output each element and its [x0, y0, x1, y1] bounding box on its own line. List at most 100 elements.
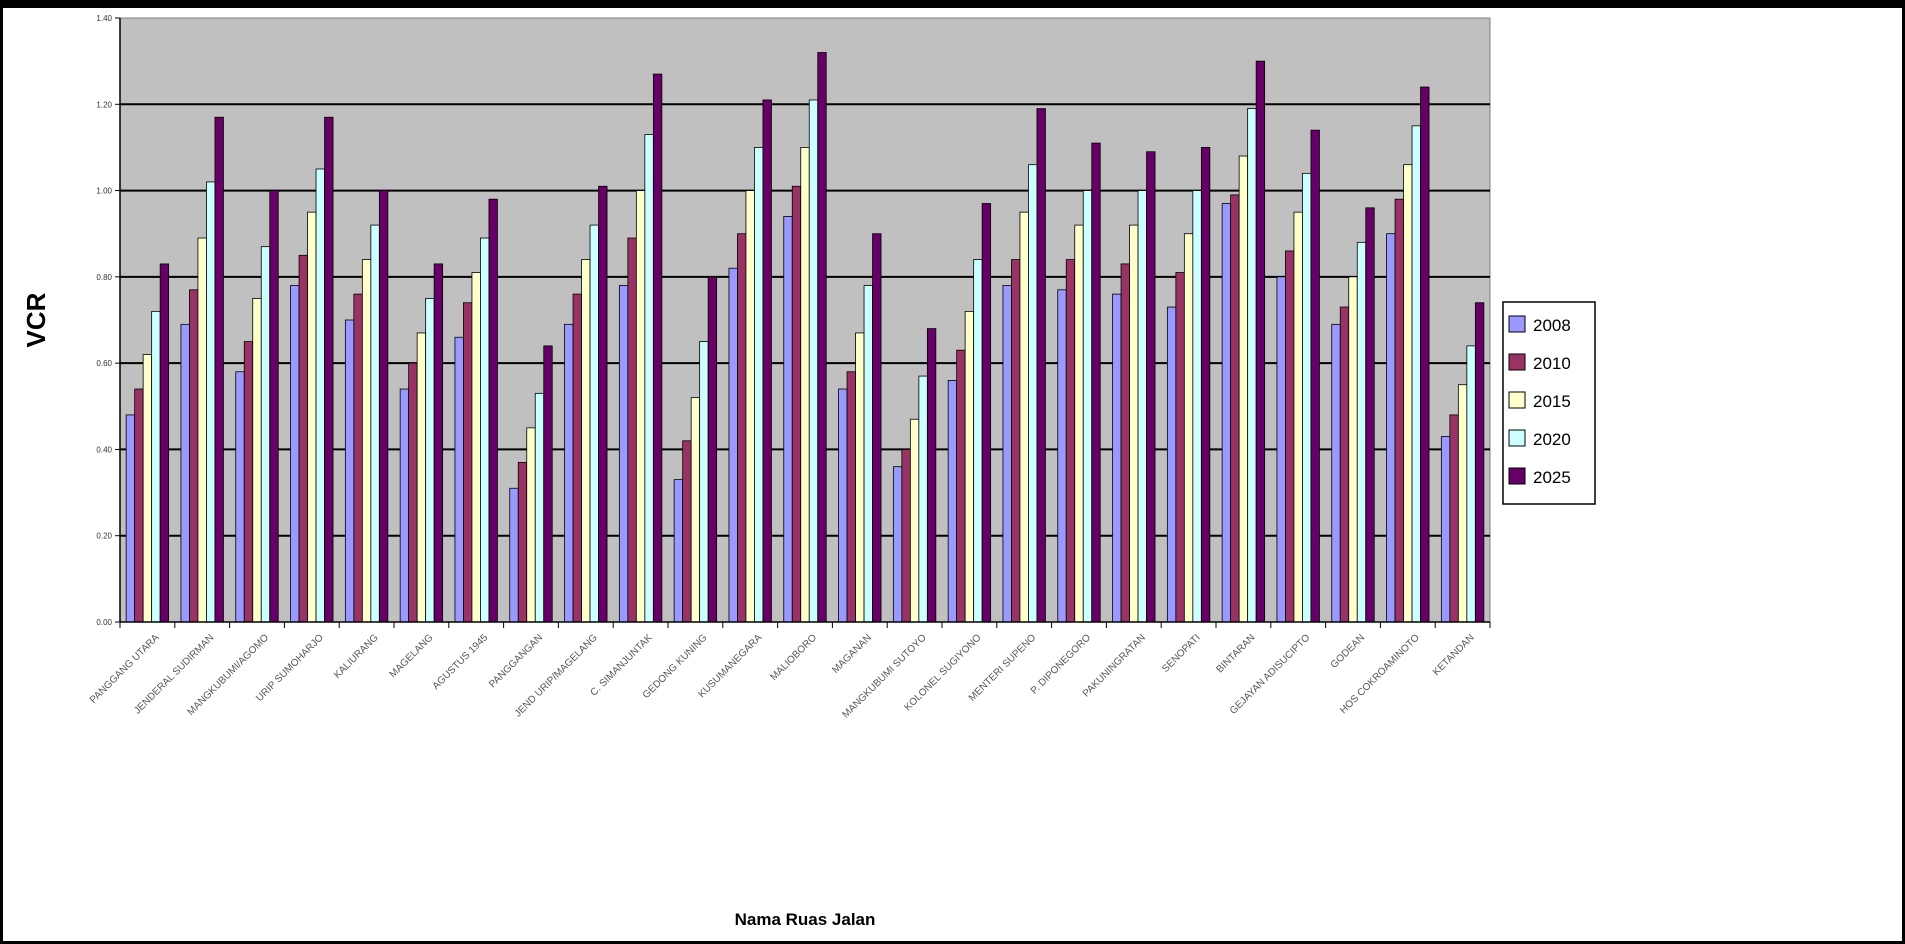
y-tick-label: 1.20	[96, 100, 112, 109]
legend-swatch-2025	[1508, 467, 1526, 485]
bar-2010-16	[956, 349, 966, 623]
bar-2008-13	[783, 216, 793, 623]
bar-2025-19	[1146, 151, 1156, 623]
bar-2010-5	[353, 293, 363, 623]
x-category-label: SENOPATI	[1160, 632, 1202, 674]
bar-2015-5	[361, 259, 372, 623]
bar-2020-2	[206, 181, 216, 623]
bar-2008-24	[1386, 233, 1396, 623]
bar-2008-15	[892, 466, 903, 623]
bar-2008-21	[1221, 203, 1232, 623]
bar-2010-3	[243, 341, 254, 623]
bar-2015-22	[1293, 211, 1303, 623]
y-tick-label: 0.40	[96, 445, 112, 454]
bar-2020-25	[1466, 345, 1476, 623]
bar-2020-4	[315, 168, 325, 623]
x-axis-title: Nama Ruas Jalan	[735, 910, 876, 929]
x-category-label: MALIOBORO	[769, 632, 820, 683]
bar-2010-2	[189, 289, 199, 623]
bar-2008-2	[180, 323, 190, 623]
y-tick-label: 0.80	[96, 273, 112, 282]
bar-2025-7	[488, 198, 498, 623]
bar-2015-18	[1074, 224, 1084, 623]
bar-2008-18	[1057, 289, 1067, 623]
y-tick-label: 1.00	[96, 187, 112, 196]
bar-2020-17	[1028, 164, 1038, 623]
bar-2025-17	[1036, 108, 1046, 623]
bar-2008-23	[1331, 323, 1341, 623]
bar-2008-17	[1002, 285, 1012, 623]
bar-2008-11	[673, 479, 684, 623]
bar-2025-15	[926, 328, 937, 623]
bar-2025-3	[269, 190, 279, 623]
bar-2025-24	[1420, 86, 1430, 623]
bar-2025-4	[324, 116, 334, 623]
bar-2020-3	[260, 246, 271, 623]
bar-2015-10	[635, 190, 646, 623]
bar-2020-16	[973, 259, 983, 623]
bar-2010-11	[682, 440, 692, 623]
x-category-label: BINTARAN	[1215, 632, 1258, 675]
bar-2025-1	[159, 263, 170, 623]
bar-2025-16	[981, 203, 992, 623]
bar-2025-2	[214, 116, 224, 623]
x-category-label: P. DIPONEGORO	[1029, 632, 1093, 696]
bar-2020-12	[754, 147, 764, 623]
bar-2008-1	[125, 414, 136, 623]
y-axis-title: VCR	[21, 292, 51, 347]
bar-2010-1	[134, 388, 144, 623]
bar-2010-4	[298, 254, 308, 623]
x-category-label: AGUSTUS 1945	[431, 632, 491, 692]
bar-2015-6	[416, 332, 427, 623]
bar-2015-13	[800, 147, 810, 623]
axes	[119, 18, 1490, 623]
bar-2015-12	[745, 190, 755, 623]
x-category-label: MAGELANG	[388, 632, 436, 680]
legend: 2008 2010 2015 2020 2025	[1502, 301, 1596, 505]
bar-2010-22	[1285, 250, 1295, 623]
bar-2015-16	[964, 310, 975, 623]
bar-2008-3	[235, 371, 245, 623]
x-category-label: MAGANAN	[830, 632, 874, 676]
bar-2008-25	[1440, 436, 1451, 623]
bar-2015-1	[142, 354, 153, 623]
bar-2015-2	[197, 237, 207, 623]
bar-2025-20	[1200, 147, 1211, 623]
y-tick-label: 0.00	[96, 618, 112, 627]
bar-2010-13	[791, 185, 802, 623]
bar-2025-14	[872, 233, 882, 623]
bar-2008-6	[399, 388, 410, 623]
bar-2010-15	[901, 449, 911, 623]
bar-2020-6	[425, 298, 435, 623]
legend-label-2020: 2020	[1533, 430, 1571, 449]
x-category-label: KETANDAN	[1431, 632, 1477, 678]
bar-2020-10	[644, 134, 654, 623]
bar-2010-8	[517, 461, 528, 623]
bar-2015-15	[909, 418, 920, 623]
bar-2025-9	[598, 185, 608, 623]
bar-2015-9	[581, 259, 591, 623]
bar-2025-10	[652, 73, 663, 623]
bar-2020-18	[1082, 190, 1093, 623]
legend-label-2025: 2025	[1533, 468, 1571, 487]
bar-2015-8	[526, 427, 536, 623]
bar-2025-5	[378, 190, 389, 623]
legend-swatch-2015	[1508, 391, 1526, 409]
bar-2025-25	[1474, 302, 1485, 623]
bar-2015-20	[1183, 233, 1194, 623]
bar-2010-12	[737, 233, 747, 623]
bar-2015-4	[307, 211, 317, 623]
bar-2025-6	[433, 263, 444, 623]
bar-2020-14	[863, 285, 873, 623]
bar-2010-21	[1230, 194, 1240, 623]
bar-2008-12	[728, 267, 738, 623]
bar-2015-3	[252, 298, 262, 623]
bar-2008-19	[1112, 293, 1122, 623]
bar-2010-20	[1175, 272, 1185, 623]
legend-swatch-2010	[1508, 353, 1526, 371]
bar-2010-17	[1011, 259, 1021, 623]
bar-2025-22	[1310, 129, 1320, 623]
bar-2025-8	[543, 345, 553, 623]
y-tick-label: 0.60	[96, 359, 112, 368]
